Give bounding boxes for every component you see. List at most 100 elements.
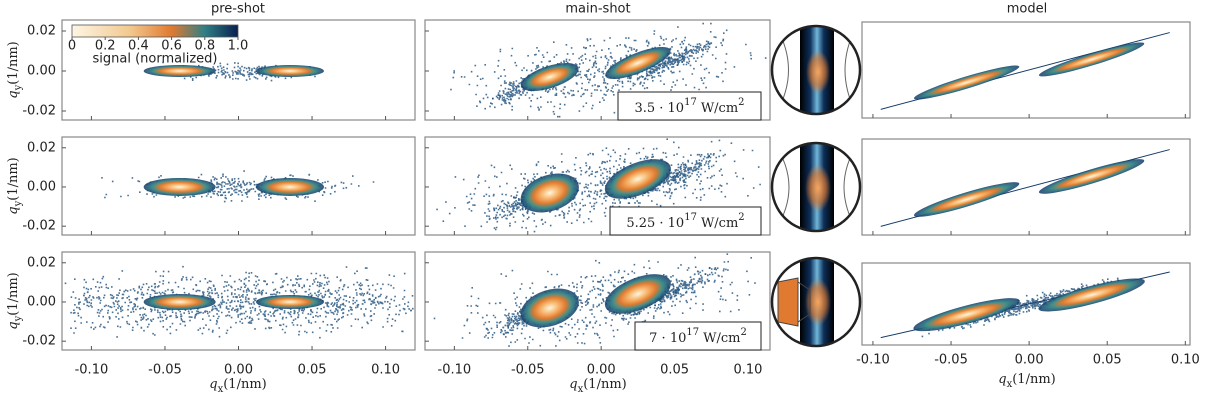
intensity-part: 17 (684, 97, 697, 108)
colorbar (71, 24, 239, 38)
signal-blob (255, 65, 324, 77)
panel-frame (861, 262, 1191, 346)
x-tick-label: 0.05 (660, 363, 689, 378)
xlabel-label: qx(1/nm) (569, 377, 626, 396)
x-tick-label: -0.10 (856, 353, 890, 368)
y-tick-label: 0.00 (27, 294, 56, 309)
axis-label-part: q (569, 377, 577, 392)
ylabel-label: qy(1/nm) (6, 272, 25, 329)
colorbar-tick-label: 0.2 (95, 39, 116, 54)
intensity-part: W/cm (701, 216, 738, 231)
signal-blob (604, 274, 671, 314)
y-tick-label: -0.02 (22, 219, 56, 234)
axis-label-part: y (13, 84, 24, 91)
y-tick-label: -0.02 (22, 334, 56, 349)
panel: 0.02 0.00 -0.02 (22, 19, 416, 121)
signal-blob (1038, 42, 1145, 77)
y-tick-label: -0.02 (22, 104, 56, 119)
noise-dots (627, 32, 725, 86)
ylabel-label: qy(1/nm) (6, 41, 25, 98)
intensity-label: 7 · 1017 W/cm2 (649, 327, 747, 346)
axis-label-part: y (13, 315, 24, 322)
axis-label-part: q (6, 321, 21, 329)
panel-frame (424, 251, 771, 351)
intensity-box (609, 206, 762, 236)
beam-insets (770, 24, 862, 348)
axis-label-part: q (6, 206, 21, 214)
colorbar-tick-label: 1.0 (228, 39, 249, 54)
intensity-part: W/cm (703, 331, 740, 346)
axis-label-part: (1/nm) (6, 272, 21, 316)
axis-label-part: q (6, 90, 21, 98)
signal-blob (520, 288, 579, 328)
axis-label-part: (1/nm) (583, 377, 627, 392)
colorbar-tick-label: 0.8 (194, 39, 215, 54)
y-tick-label: 0.02 (27, 255, 56, 270)
panel: 0.02 0.00 -0.02 (22, 136, 416, 236)
intensity-part: W/cm (701, 101, 738, 116)
panel-background (862, 22, 1190, 118)
colorbar-tick-label: 0 (68, 39, 76, 54)
y-tick-label: 0.02 (27, 24, 56, 39)
axis-label-part: y (13, 200, 24, 207)
noise-dots (921, 277, 1121, 338)
column-title: main-shot (565, 2, 630, 17)
axis-label-part: (1/nm) (6, 157, 21, 201)
x-tick-label: -0.05 (511, 363, 545, 378)
intensity-box (617, 91, 762, 121)
intensity-part: 2 (738, 212, 744, 223)
colorbar-label: signal (normalized) (93, 52, 218, 67)
intensity-part: 3.5 · 10 (634, 101, 684, 116)
column-title: model (1007, 2, 1047, 17)
axis-label-part: q (998, 372, 1006, 387)
signal-blob (255, 177, 324, 196)
intensity-box (634, 321, 762, 351)
x-tick-label: -0.10 (438, 363, 472, 378)
signal-blob (913, 65, 1020, 100)
x-tick-label: -0.10 (75, 363, 109, 378)
signal-blob (1038, 278, 1145, 312)
x-tick-label: -0.05 (148, 363, 182, 378)
signal-blob (913, 182, 1020, 217)
y-tick-label: 0.02 (27, 140, 56, 155)
signal-blob (913, 298, 1020, 332)
intensity-part: 5.25 · 10 (626, 216, 684, 231)
xlabel-label: qx(1/nm) (998, 372, 1055, 391)
x-tick-label: 0.10 (371, 363, 400, 378)
ylabel-label: qy(1/nm) (6, 157, 25, 214)
panel-frame (424, 136, 771, 236)
axis-label-part: x (578, 384, 584, 395)
axis-label-part: (1/nm) (223, 377, 267, 392)
axis-label-part: (1/nm) (1012, 372, 1056, 387)
y-tick-label: 0.00 (27, 179, 56, 194)
axis-label-part: (1/nm) (6, 41, 21, 85)
panel: -0.10 -0.05 0.00 0.05 0.10 0.02 0.00 -0.02 (22, 251, 416, 378)
x-tick-label: 0.05 (1093, 353, 1122, 368)
signal-blob (255, 294, 324, 309)
panel-frame (861, 138, 1191, 236)
signal-blob (143, 65, 216, 77)
intensity-label: 5.25 · 1017 W/cm2 (626, 212, 744, 231)
axis-label-part: q (209, 377, 217, 392)
signal-blob (143, 177, 216, 196)
intensity-part: 17 (684, 212, 697, 223)
intensity-part: 7 · 10 (649, 331, 686, 346)
intensity-label: 3.5 · 1017 W/cm2 (634, 97, 744, 116)
panel: -0.10 -0.05 0.00 0.05 0.10 (424, 251, 771, 378)
intensity-part: 2 (740, 327, 746, 338)
x-tick-label: 0.05 (298, 363, 327, 378)
signal-blob (520, 173, 579, 213)
panel-background (862, 139, 1190, 235)
intensity-part: 17 (686, 327, 699, 338)
panel (861, 21, 1191, 119)
signal-blob (521, 63, 579, 91)
beam-inset (772, 26, 860, 114)
signal-blob (604, 159, 671, 199)
beam-inset (777, 258, 834, 346)
panel (861, 138, 1191, 236)
intensity-part: 2 (738, 97, 744, 108)
xlabel-label: qx(1/nm) (209, 377, 266, 396)
panel-frame (861, 21, 1191, 119)
signal-blob (143, 293, 216, 310)
